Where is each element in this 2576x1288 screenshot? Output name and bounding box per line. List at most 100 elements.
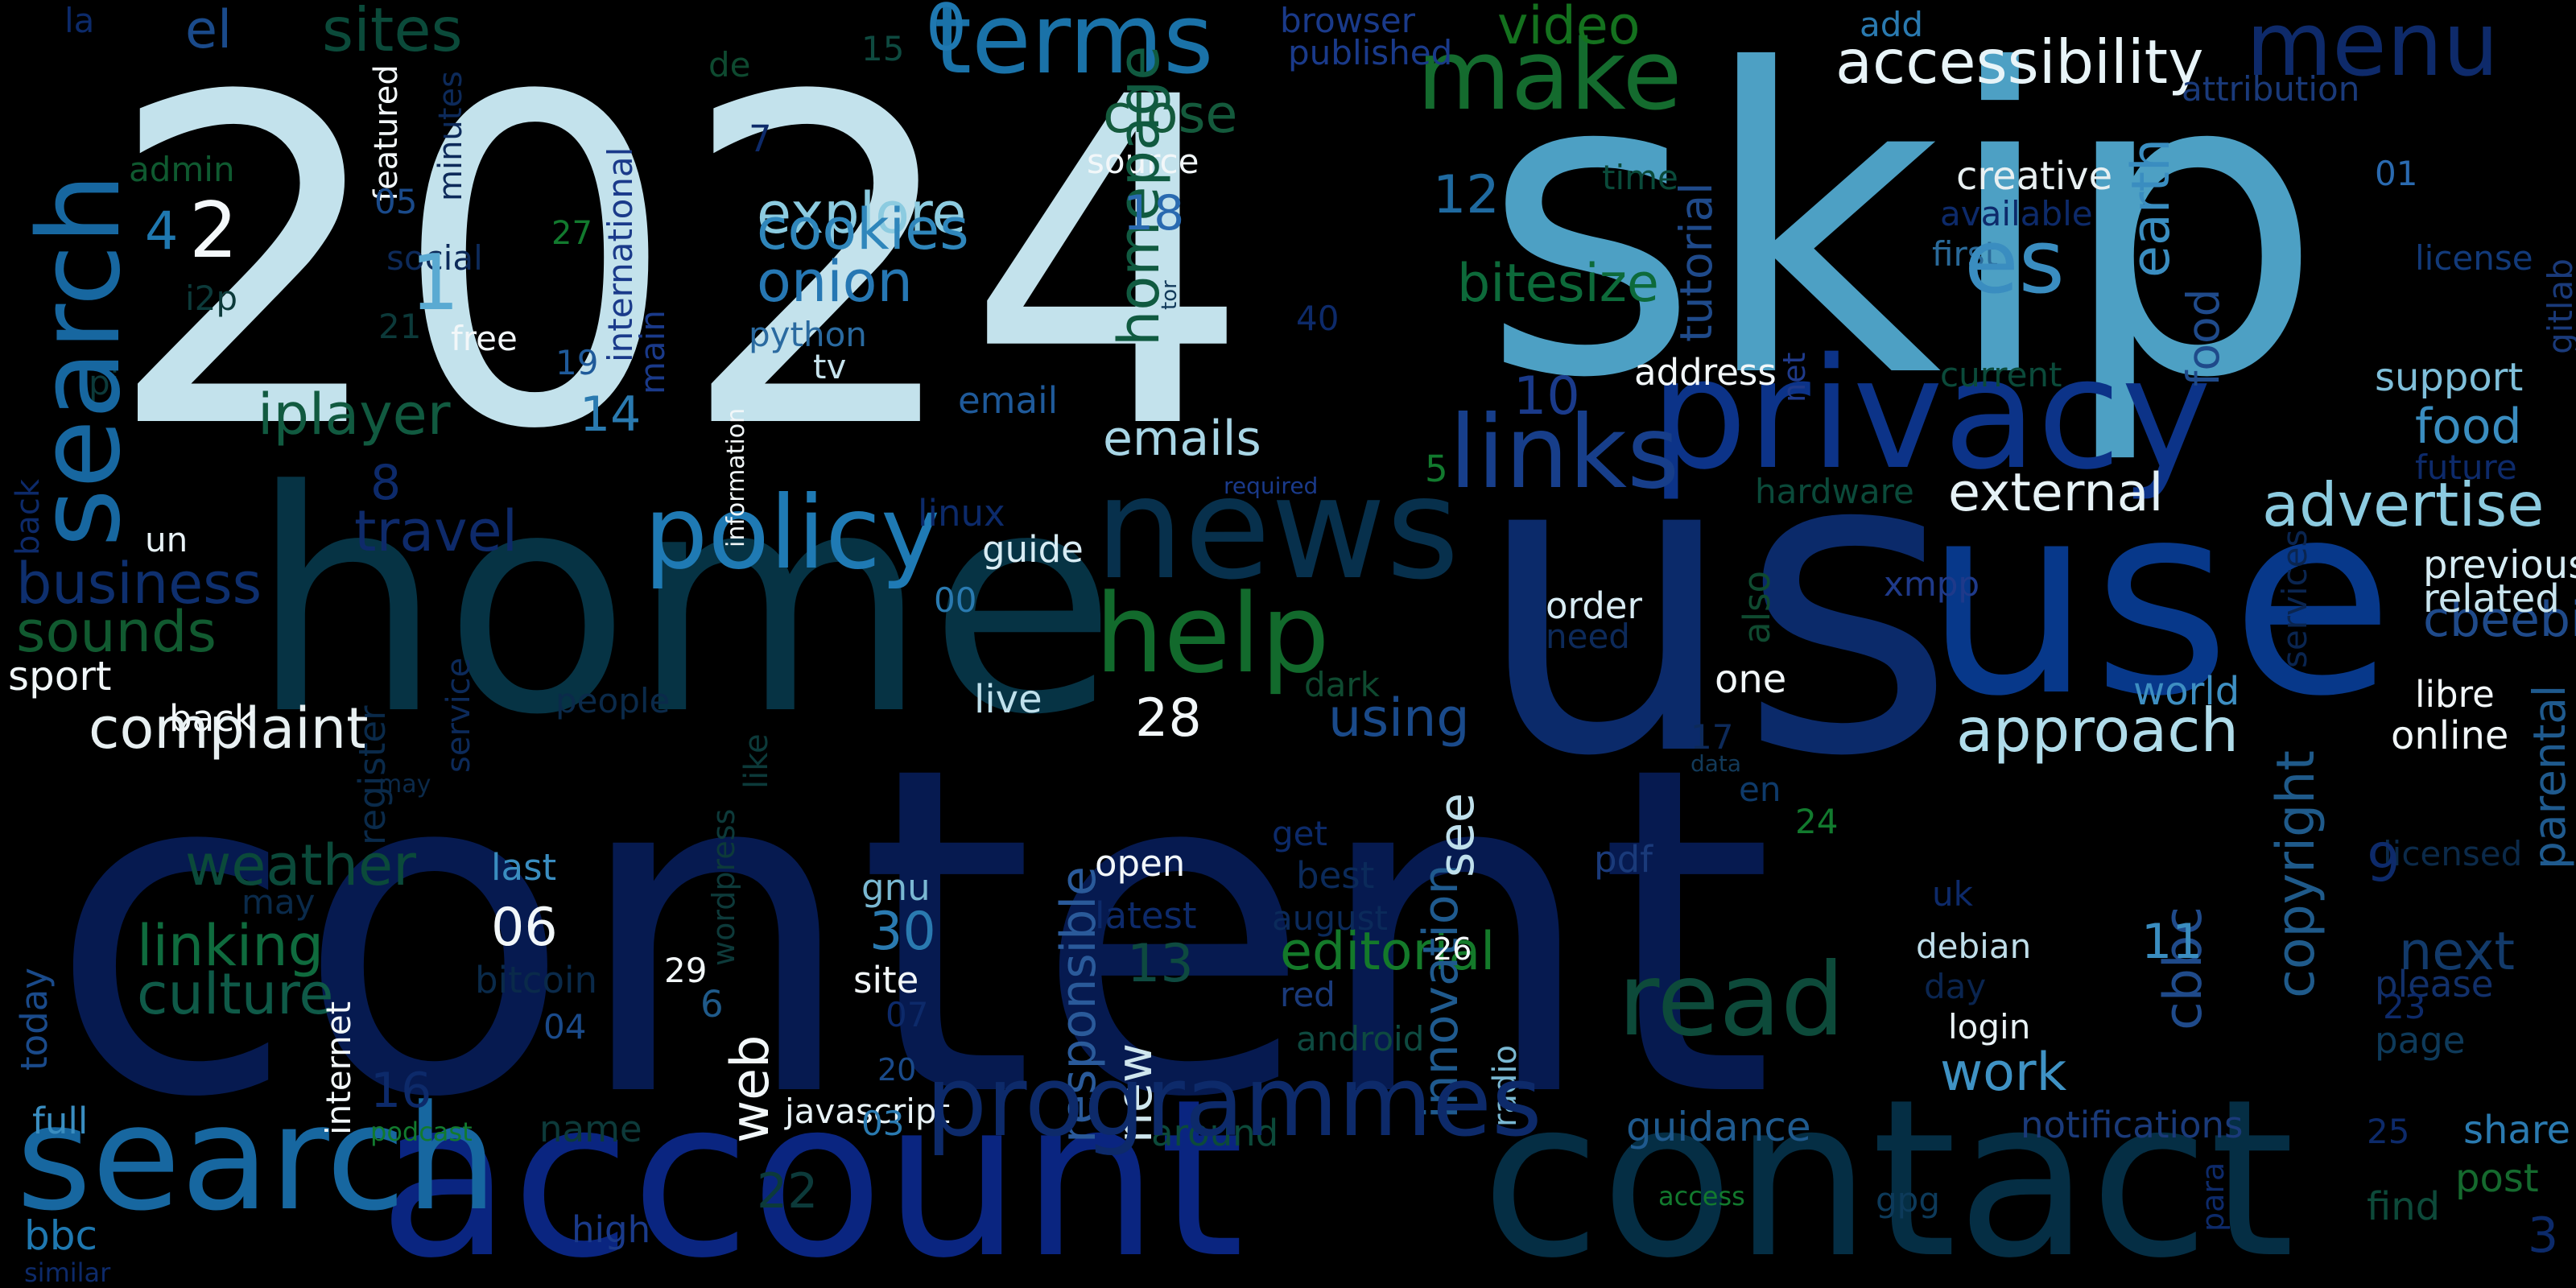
num-03: 01	[2375, 154, 2418, 193]
word-using: need	[1546, 617, 1630, 656]
word-use: use	[1924, 445, 2395, 754]
word-red: best	[1296, 854, 1375, 897]
word-day-text: services	[2275, 529, 2314, 668]
word-programmes-rot: para	[2195, 1162, 2231, 1232]
word-register-rot: service	[440, 657, 477, 773]
num-8: 5	[1425, 448, 1448, 490]
word-open: gnu	[861, 866, 931, 909]
word-contact: contact	[1481, 1052, 2295, 1288]
word-email: site	[853, 959, 919, 1001]
word-us: us	[1473, 360, 1957, 848]
num-14: 12	[1433, 165, 1500, 225]
word-service: guide	[982, 528, 1084, 571]
word-work: editorial	[1280, 922, 1496, 982]
word-information-rot: today	[13, 968, 56, 1071]
word-like: linux	[918, 492, 1005, 535]
word-responsible-text: parental	[2524, 684, 2575, 869]
word-debian: uk	[1932, 874, 1973, 914]
word-international-rot: back	[10, 479, 47, 555]
num-15: 13	[1127, 934, 1194, 994]
word-register-text: service	[440, 657, 477, 773]
word-policy: help	[1095, 571, 1330, 697]
word-responsible-rot: parental	[2524, 685, 2575, 869]
word-tutorial: address	[1634, 351, 1777, 394]
num-27: 25	[2367, 1112, 2410, 1151]
num-29: 27	[551, 215, 592, 252]
num-28: 26	[1433, 931, 1472, 967]
num-02: 00	[934, 580, 977, 620]
word-homepage-rot: tutorial	[1670, 182, 1722, 342]
word-creative: notifications	[2021, 1104, 2244, 1146]
word-data-text: tor	[1158, 280, 1182, 310]
word-pdf: gpg	[1876, 1180, 1940, 1220]
num-1: programmes	[926, 1046, 1542, 1158]
num-26: 24	[1795, 802, 1839, 841]
word-admin: la	[64, 1, 95, 40]
num-0: 2	[189, 187, 238, 275]
word-bbc: complaint	[89, 696, 369, 762]
word-editorial: bbc	[24, 1212, 97, 1259]
word-tor: el	[185, 0, 233, 60]
num-22: 20	[877, 1052, 917, 1088]
word-wordpress-text: register	[351, 705, 394, 845]
word-sites: menu	[2246, 0, 2500, 96]
word-xmpp-text: net	[1777, 352, 1812, 402]
word-links: policy	[644, 475, 940, 592]
word-source-text: information	[722, 407, 750, 547]
word-login: day	[1924, 967, 1987, 1006]
word-full: high	[572, 1208, 651, 1251]
num-09: 07	[886, 995, 929, 1034]
word-august: get	[1272, 814, 1327, 853]
word-time: attribution	[2182, 69, 2360, 109]
num-17: 15	[861, 29, 905, 68]
word-previous: support	[2375, 355, 2524, 400]
word-social-text: minutes	[432, 71, 469, 201]
word-information-text: today	[13, 968, 56, 1071]
num-12: 10	[1513, 366, 1580, 427]
word-skip: skip	[1481, 0, 2324, 469]
word-world: live	[974, 677, 1042, 722]
word-post: online	[2391, 713, 2509, 758]
word-hardware: current	[1940, 355, 2062, 394]
word-may-rot: people	[555, 684, 670, 718]
word-license: future	[2415, 448, 2517, 487]
word-news: news	[1095, 448, 1459, 611]
word-attribution-rot: gitlab	[2541, 258, 2576, 354]
word-see: next	[2399, 922, 2515, 982]
num-30: 28	[1135, 688, 1202, 749]
num-5: 3	[2528, 1208, 2559, 1264]
num-01: 40	[1296, 299, 1340, 338]
word-dark-text: also	[1736, 570, 1778, 644]
word-emails: bitesize	[1457, 254, 1659, 314]
num-3: 0	[926, 0, 967, 65]
num-7: 6	[700, 983, 724, 1026]
word-around: red	[1280, 975, 1335, 1014]
num-05: 03	[861, 1104, 905, 1143]
word-la: pi	[89, 363, 120, 402]
word-en: login	[1948, 1007, 2031, 1046]
word-parental-rot: copyright	[2266, 750, 2326, 998]
word-related: world	[2133, 669, 2240, 714]
word-attribution-text: gitlab	[2541, 258, 2576, 354]
num-13: 11	[2141, 914, 2203, 970]
word-one-rot: web	[720, 1035, 781, 1143]
num-6: 4	[145, 201, 179, 262]
word-business: travel	[354, 498, 518, 564]
word-linking: sounds	[16, 599, 217, 665]
word-people-text: like	[738, 733, 775, 789]
word-cbeebies-rot: food	[2178, 288, 2229, 386]
word-future: please	[2375, 963, 2494, 1005]
word-find: share	[2463, 1108, 2571, 1153]
word-best: dark	[1304, 665, 1380, 704]
word-python: un	[145, 520, 188, 559]
word-order: en	[1739, 770, 1781, 809]
num-00: 30	[869, 902, 936, 962]
word-first: time	[1602, 158, 1678, 197]
num-4: 1	[411, 239, 460, 328]
word-net: first	[1932, 234, 1999, 274]
num-25: 23	[2383, 987, 2426, 1026]
num-06: 04	[543, 1007, 587, 1046]
word-access: data	[1690, 750, 1742, 777]
word-read: links	[1449, 394, 1680, 511]
